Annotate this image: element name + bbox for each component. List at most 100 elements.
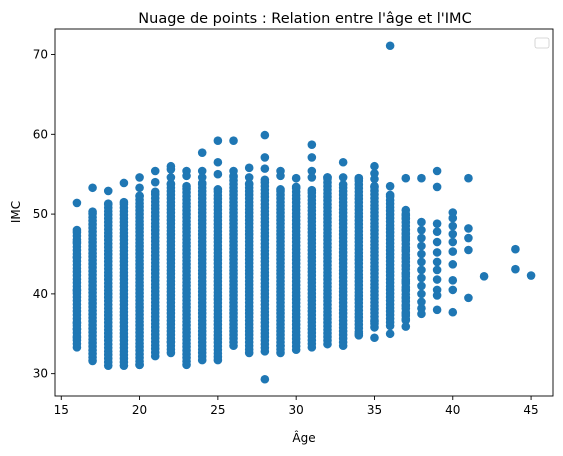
data-point [417, 249, 426, 259]
data-point [166, 165, 176, 174]
data-point [432, 265, 442, 275]
x-tick-label: 30 [289, 403, 304, 417]
data-point [197, 166, 207, 176]
data-point [150, 166, 160, 176]
y-tick-label: 30 [33, 367, 48, 381]
data-point [182, 171, 191, 181]
data-point [244, 173, 254, 182]
data-point [370, 174, 379, 184]
data-point [432, 257, 442, 267]
data-point [291, 173, 301, 183]
x-tick-label: 20 [132, 403, 147, 417]
data-point [401, 309, 411, 319]
data-point [417, 273, 426, 283]
data-point [432, 291, 442, 300]
data-point [417, 233, 426, 243]
x-tick-label: 45 [523, 403, 538, 417]
data-point [464, 224, 473, 233]
data-point [166, 179, 176, 189]
data-point [229, 166, 238, 176]
data-point [448, 260, 458, 269]
data-point [464, 293, 473, 303]
data-point [354, 329, 364, 339]
data-point [72, 225, 82, 235]
data-point [135, 360, 144, 370]
data-point [385, 181, 395, 191]
data-point [135, 191, 144, 201]
data-point [401, 233, 411, 243]
data-point [417, 241, 426, 251]
data-point [511, 264, 520, 274]
data-point [88, 207, 97, 216]
data-point [417, 173, 426, 183]
data-point [72, 324, 82, 334]
data-point [511, 244, 520, 254]
data-point [370, 317, 379, 327]
data-point [417, 289, 426, 299]
data-point [448, 247, 458, 256]
data-point [229, 136, 238, 145]
data-point [401, 253, 411, 263]
data-point [448, 229, 458, 239]
data-point [260, 374, 270, 384]
data-point [260, 153, 270, 162]
data-point [401, 205, 411, 215]
data-point [432, 248, 442, 257]
data-point [307, 140, 317, 149]
data-point [401, 269, 411, 279]
data-point [432, 305, 442, 315]
data-point [370, 333, 379, 343]
data-point [448, 276, 458, 285]
data-point [260, 130, 270, 140]
data-point [276, 171, 285, 181]
data-point [338, 180, 348, 189]
y-axis-label: IMC [9, 201, 23, 223]
plot-frame [54, 28, 554, 397]
data-point [72, 333, 82, 343]
data-point [479, 272, 489, 281]
data-point [166, 337, 176, 347]
data-point [307, 173, 317, 182]
data-point [307, 166, 317, 176]
data-point [338, 157, 348, 167]
data-point [401, 261, 411, 271]
data-point [103, 186, 113, 196]
data-point [401, 173, 411, 183]
y-tick-label: 70 [33, 48, 48, 62]
data-point [432, 182, 442, 192]
data-point [448, 285, 458, 295]
data-point [417, 281, 426, 291]
data-point [338, 173, 348, 182]
data-point [401, 213, 411, 223]
data-point [260, 164, 270, 173]
data-point [119, 178, 129, 188]
x-axis-ticks: 15 20 25 30 35 40 45 [54, 396, 539, 417]
data-point [464, 245, 473, 255]
data-point [385, 329, 395, 339]
data-point [213, 185, 223, 194]
data-point [72, 252, 82, 262]
data-point [213, 355, 223, 365]
data-point [385, 41, 395, 51]
data-point [448, 213, 458, 223]
data-point [432, 237, 442, 247]
data-point [401, 315, 411, 325]
data-point [166, 173, 176, 182]
data-point [197, 148, 207, 157]
data-point [307, 153, 317, 162]
data-point [260, 175, 270, 185]
data-point [103, 199, 113, 209]
data-point [119, 197, 129, 207]
data-point [370, 161, 379, 171]
data-point [448, 307, 458, 317]
data-point [150, 177, 160, 187]
x-tick-label: 40 [445, 403, 460, 417]
data-point [417, 217, 426, 227]
data-point [213, 169, 223, 179]
data-point [417, 297, 426, 307]
data-point [213, 157, 223, 167]
data-point [213, 136, 223, 145]
data-point [464, 233, 473, 243]
data-points [72, 41, 536, 384]
